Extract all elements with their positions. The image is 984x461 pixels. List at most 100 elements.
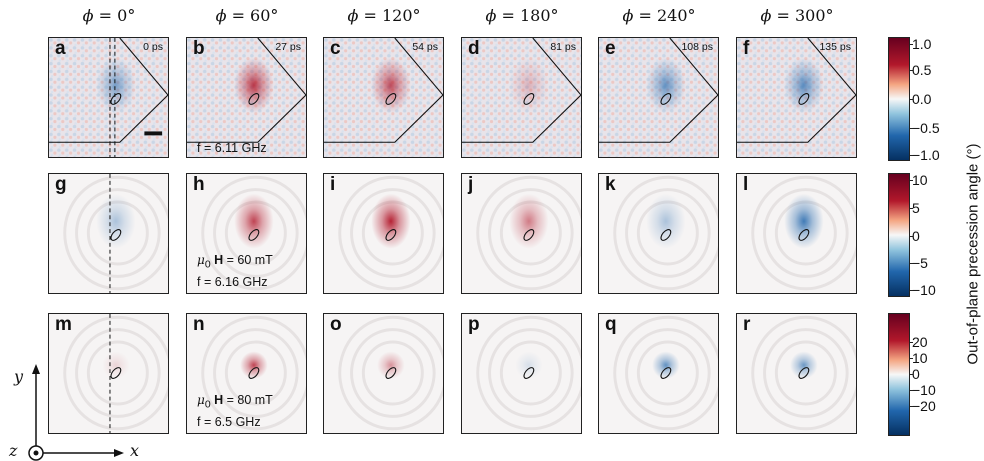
panel-label: h bbox=[193, 174, 205, 195]
coordinate-axes-icon bbox=[28, 364, 124, 461]
precession-spot bbox=[234, 57, 274, 113]
colorbar-tick: −10 bbox=[909, 382, 936, 398]
panel-label: e bbox=[605, 38, 616, 59]
time-stamp: 81 ps bbox=[550, 41, 576, 53]
colorbar-tick: −1.0 bbox=[909, 147, 940, 163]
column-header-240: ϕ = 240° bbox=[622, 6, 696, 25]
precession-spot bbox=[652, 351, 680, 379]
precession-spot bbox=[790, 351, 818, 379]
mu-subscript: 0 bbox=[204, 399, 211, 411]
antenna-ellipse bbox=[385, 367, 397, 379]
colorbar-tick: −5 bbox=[909, 255, 928, 271]
panel-e: e 108 ps bbox=[598, 37, 719, 158]
panel-label: i bbox=[330, 174, 336, 195]
precession-spot bbox=[96, 193, 136, 249]
precession-spot bbox=[234, 193, 274, 249]
panel-label: n bbox=[193, 314, 205, 335]
antenna-ellipse bbox=[798, 229, 810, 241]
antenna-ellipse bbox=[660, 93, 672, 105]
panel-d: d 81 ps bbox=[461, 37, 582, 158]
panel-label: k bbox=[605, 174, 616, 195]
panel-label: g bbox=[55, 174, 67, 195]
field-value: = 60 mT bbox=[223, 253, 273, 267]
precession-spot bbox=[371, 193, 411, 249]
field-frequency-note: μ0 H = 80 mT f = 6.5 GHz bbox=[197, 392, 273, 431]
panel-n: n μ0 H = 80 mT f = 6.5 GHz bbox=[186, 313, 307, 434]
antenna-ellipse bbox=[798, 367, 810, 379]
mu-symbol: μ bbox=[197, 393, 205, 407]
panel-label: r bbox=[743, 314, 751, 335]
panel-a: a 0 ps bbox=[48, 37, 169, 158]
field-frequency-note: μ0 H = 60 mT f = 6.16 GHz bbox=[197, 252, 273, 291]
panel-label: d bbox=[468, 38, 480, 59]
panel-i: i bbox=[323, 173, 444, 294]
axis-label-y: y bbox=[14, 367, 24, 386]
colorbar-tick: 5 bbox=[909, 200, 920, 216]
colorbar-label: Out-of-plane precession angle (°) bbox=[964, 143, 982, 365]
panel-g: g bbox=[48, 173, 169, 294]
mu-subscript: 0 bbox=[204, 259, 211, 271]
time-stamp: 135 ps bbox=[819, 41, 851, 53]
antenna-ellipse bbox=[660, 229, 672, 241]
precession-spot bbox=[509, 193, 549, 249]
column-header-0: ϕ = 0° bbox=[82, 6, 136, 25]
panel-label: a bbox=[55, 38, 66, 59]
antenna-ellipse bbox=[248, 229, 260, 241]
panel-label: o bbox=[330, 314, 342, 335]
panel-c: c 54 ps bbox=[323, 37, 444, 158]
antenna-ellipse bbox=[110, 93, 122, 105]
panel-label: p bbox=[468, 314, 480, 335]
precession-spot bbox=[509, 57, 549, 113]
antenna-ellipse bbox=[248, 93, 260, 105]
panel-label: j bbox=[468, 174, 474, 195]
panel-j: j bbox=[461, 173, 582, 294]
frequency-text: f = 6.5 GHz bbox=[197, 414, 261, 429]
panel-o: o bbox=[323, 313, 444, 434]
precession-spot bbox=[646, 57, 686, 113]
panel-q: q bbox=[598, 313, 719, 434]
colorbar-row-2 bbox=[888, 173, 910, 297]
antenna-ellipse bbox=[385, 93, 397, 105]
time-stamp: 108 ps bbox=[681, 41, 713, 53]
precession-spot bbox=[240, 351, 268, 379]
precession-spot bbox=[96, 57, 136, 113]
panel-label: l bbox=[743, 174, 749, 195]
panel-label: b bbox=[193, 38, 205, 59]
scale-bar bbox=[144, 131, 163, 136]
colorbar-tick: 10 bbox=[909, 350, 928, 366]
field-symbol: H bbox=[214, 253, 224, 267]
panel-b: b 27 ps f = 6.11 GHz bbox=[186, 37, 307, 158]
colorbar-tick: −0.5 bbox=[909, 120, 940, 136]
antenna-ellipse bbox=[523, 367, 535, 379]
frequency-note: f = 6.11 GHz bbox=[197, 140, 267, 157]
colorbar-tick: 1.0 bbox=[908, 36, 932, 52]
colorbar-row-3 bbox=[888, 313, 910, 436]
panel-f: f 135 ps bbox=[736, 37, 857, 158]
precession-spot bbox=[515, 351, 543, 379]
colorbar-tick: −20 bbox=[909, 398, 936, 414]
time-stamp: 27 ps bbox=[275, 41, 301, 53]
precession-spot bbox=[784, 57, 824, 113]
panel-label: q bbox=[605, 314, 617, 335]
antenna-ellipse bbox=[385, 229, 397, 241]
antenna-ellipse bbox=[523, 93, 535, 105]
colorbar-tick: 10 bbox=[909, 172, 928, 188]
antenna-ellipse bbox=[248, 367, 260, 379]
antenna-ellipse bbox=[798, 93, 810, 105]
colorbar-row-1 bbox=[888, 37, 910, 161]
time-stamp: 54 ps bbox=[412, 41, 438, 53]
precession-spot bbox=[371, 57, 411, 113]
panel-r: r bbox=[736, 313, 857, 434]
antenna-ellipse bbox=[660, 367, 672, 379]
precession-spot bbox=[784, 193, 824, 249]
colorbar-tick: −10 bbox=[909, 282, 936, 298]
precession-spot bbox=[377, 351, 405, 379]
panel-label: f bbox=[743, 38, 750, 59]
axis-label-x: x bbox=[130, 441, 140, 460]
time-stamp: 0 ps bbox=[143, 41, 163, 53]
precession-spot bbox=[102, 351, 130, 379]
field-value: = 80 mT bbox=[223, 393, 273, 407]
antenna-ellipse bbox=[523, 229, 535, 241]
antenna-ellipse bbox=[110, 367, 122, 379]
panel-l: l bbox=[736, 173, 857, 294]
